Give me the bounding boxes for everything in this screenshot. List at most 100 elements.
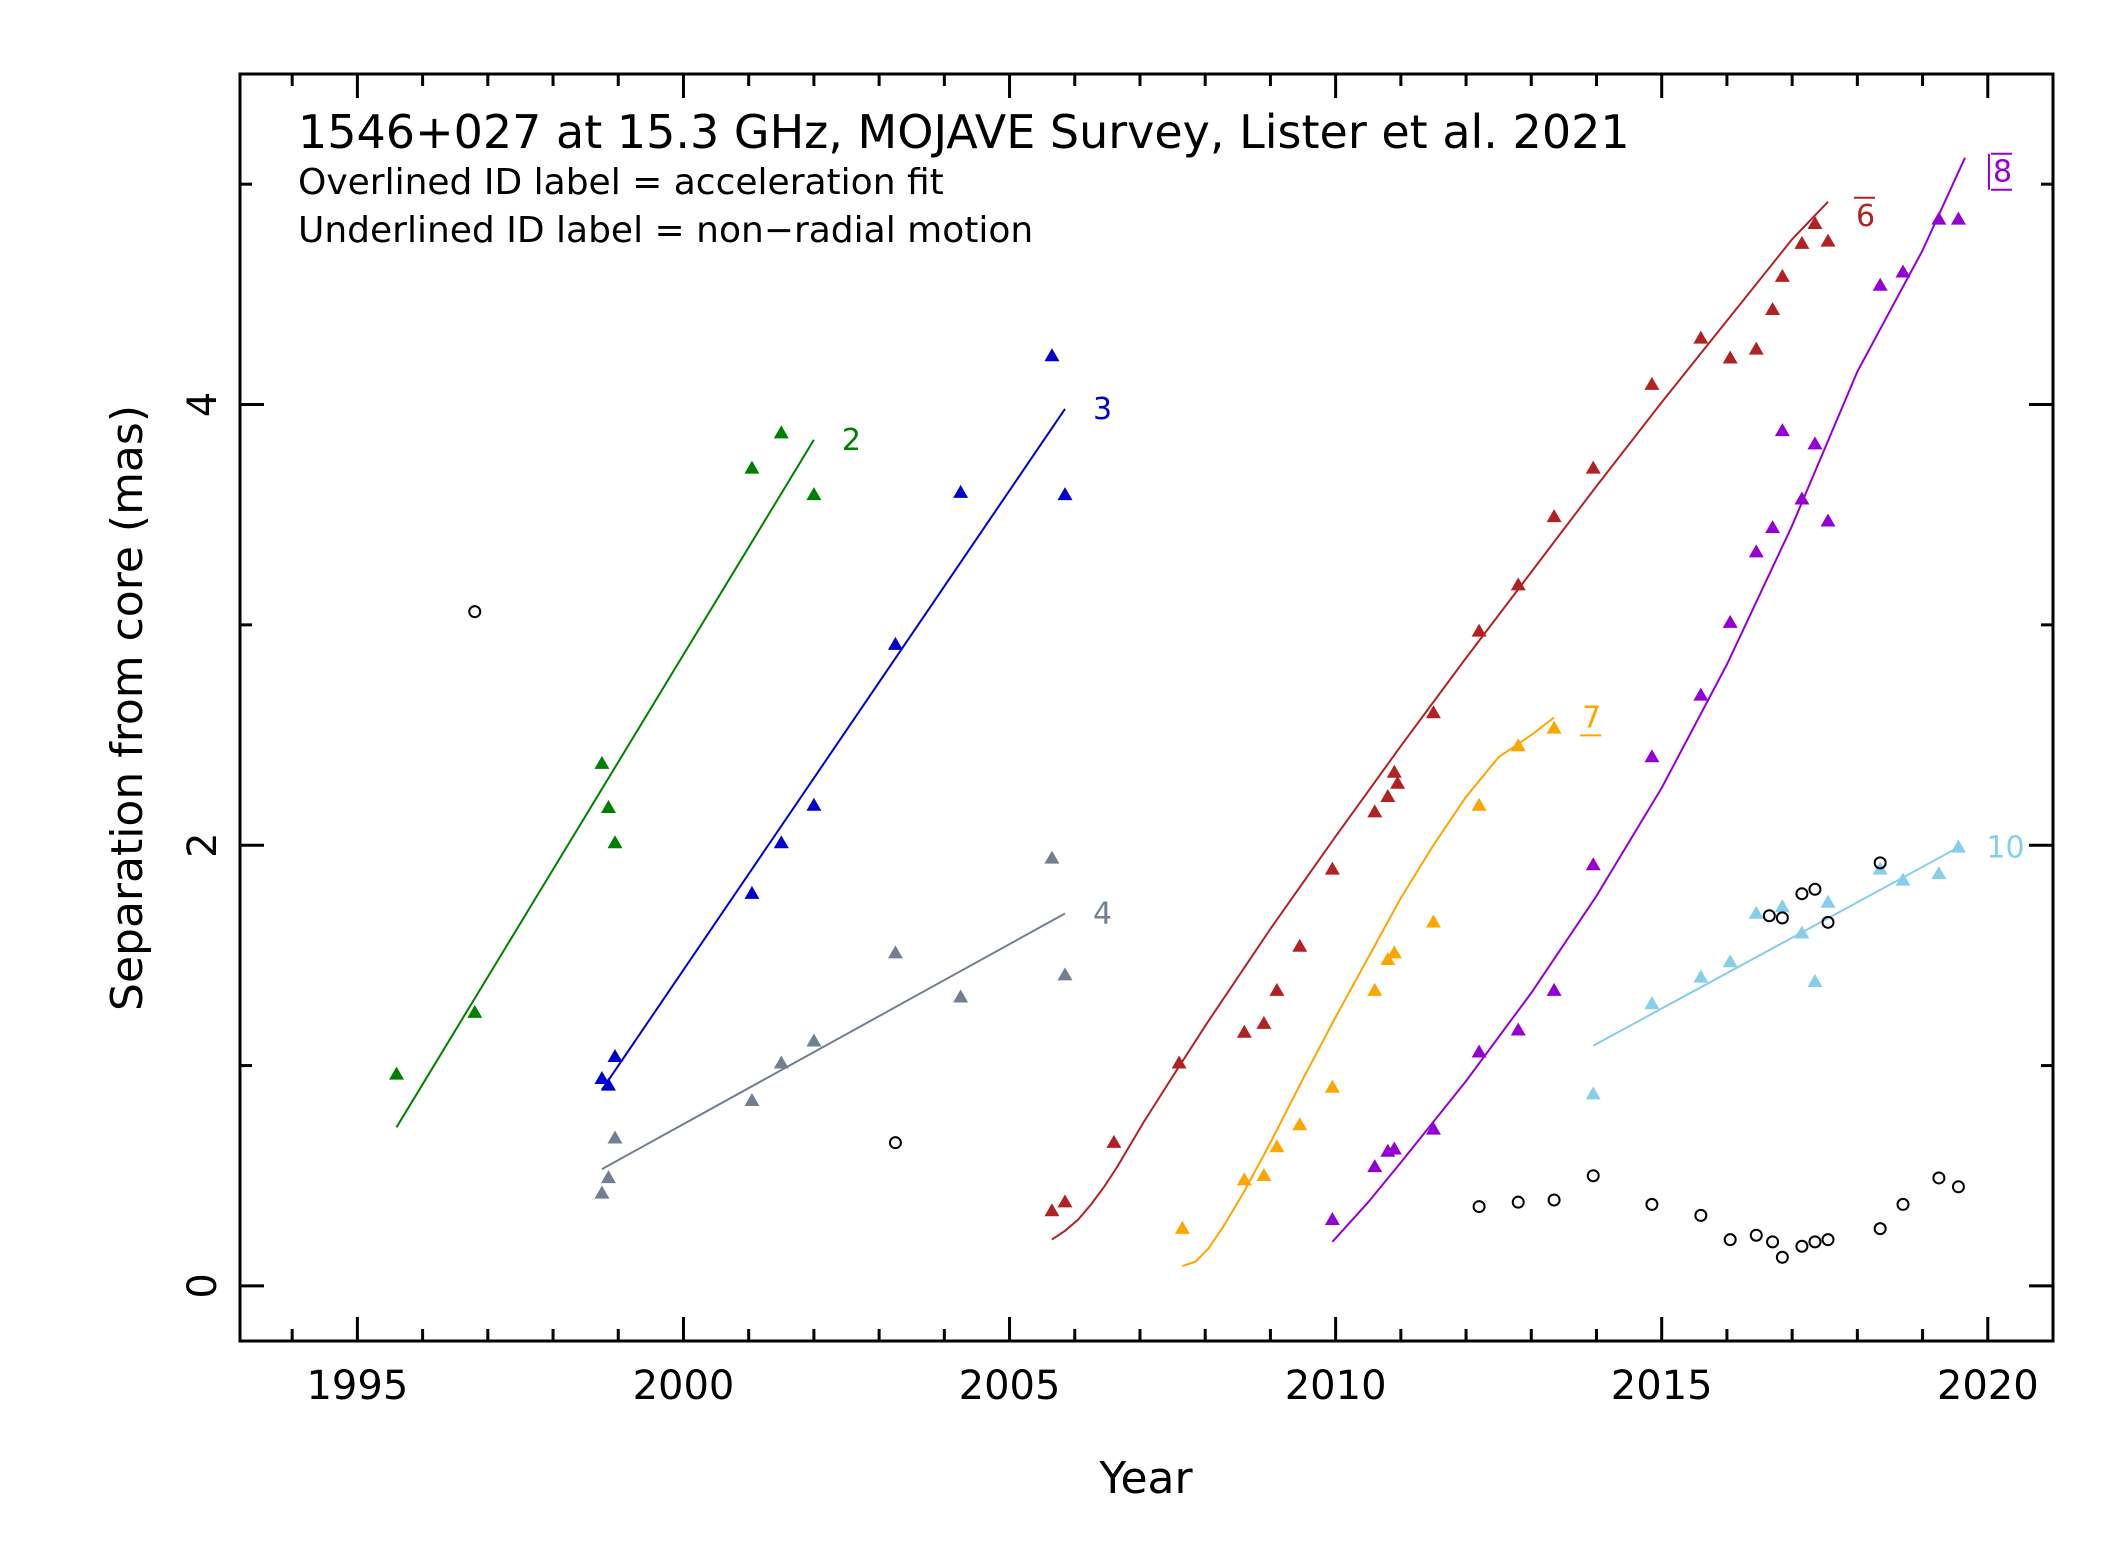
- data-point-component-6: [1256, 1015, 1272, 1029]
- data-point-unassigned: [1586, 1169, 1600, 1183]
- data-point-component-6: [1324, 861, 1340, 875]
- x-tick-label: 1995: [306, 1363, 408, 1409]
- data-point-component-8: [1386, 1141, 1402, 1155]
- data-point-component-2: [389, 1066, 405, 1080]
- data-point-unassigned: [1547, 1193, 1561, 1207]
- chart-subtitle-line-1: Overlined ID label = acceleration fit: [298, 162, 944, 203]
- data-point-component-6: [1471, 623, 1487, 637]
- data-point-component-6: [1057, 1194, 1073, 1208]
- data-point-component-2: [773, 425, 789, 439]
- data-point-component-7: [1256, 1167, 1272, 1181]
- data-point-component-6: [1269, 982, 1285, 996]
- fit-line-8: [1331, 157, 1966, 1243]
- data-point-component-3: [806, 797, 822, 811]
- data-point-component-4: [594, 1185, 610, 1199]
- data-point-unassigned: [1775, 911, 1789, 925]
- component-label-10: 10: [1986, 830, 2024, 865]
- x-tick-label: 2010: [1285, 1363, 1387, 1409]
- data-point-component-6: [1292, 938, 1308, 952]
- data-point-component-7: [1510, 738, 1526, 752]
- data-point-unassigned: [1808, 882, 1822, 896]
- data-point-component-4: [1044, 850, 1060, 864]
- data-point-unassigned: [1873, 856, 1887, 870]
- data-point-component-10: [1748, 905, 1764, 919]
- data-point-component-8: [1774, 423, 1790, 437]
- data-point-component-2: [744, 460, 760, 474]
- fit-line-3: [601, 408, 1066, 1091]
- data-point-component-6: [1722, 350, 1738, 364]
- data-point-component-3: [1057, 487, 1073, 501]
- x-tick-label: 2015: [1611, 1363, 1713, 1409]
- data-point-component-2: [600, 799, 616, 813]
- data-point-unassigned: [1511, 1195, 1525, 1209]
- data-point-component-6: [1390, 775, 1406, 789]
- data-point-component-8: [1931, 211, 1947, 225]
- data-point-component-6: [1820, 233, 1836, 247]
- fit-lines: [395, 157, 1966, 1268]
- data-point-component-3: [607, 1048, 623, 1062]
- data-point-component-8: [1807, 436, 1823, 450]
- data-point-component-10: [1895, 872, 1911, 886]
- data-point-component-6: [1794, 235, 1810, 249]
- data-point-component-4: [1057, 967, 1073, 981]
- data-point-component-7: [1471, 797, 1487, 811]
- data-point-component-4: [953, 989, 969, 1003]
- data-point-component-6: [1748, 341, 1764, 355]
- data-point-component-8: [1950, 211, 1966, 225]
- fit-line-2: [395, 439, 815, 1128]
- data-point-component-3: [953, 484, 969, 498]
- data-point-component-10: [1950, 839, 1966, 853]
- data-point-component-4: [773, 1055, 789, 1069]
- x-tick-label: 2000: [633, 1363, 735, 1409]
- data-point-component-10: [1693, 969, 1709, 983]
- data-point-component-8: [1693, 687, 1709, 701]
- data-point-component-6: [1425, 705, 1441, 719]
- data-point-component-2: [607, 835, 623, 849]
- fit-line-10: [1592, 846, 1959, 1047]
- data-point-component-6: [1546, 509, 1562, 523]
- data-point-unassigned: [1873, 1222, 1887, 1236]
- data-point-component-7: [1324, 1079, 1340, 1093]
- data-point-component-8: [1425, 1121, 1441, 1135]
- chart-title: 1546+027 at 15.3 GHz, MOJAVE Survey, Lis…: [298, 105, 1630, 159]
- data-point-component-10: [1931, 866, 1947, 880]
- data-point-component-6: [1774, 268, 1790, 282]
- data-point-component-8: [1367, 1159, 1383, 1173]
- data-point-component-7: [1386, 945, 1402, 959]
- data-point-component-4: [607, 1130, 623, 1144]
- data-point-component-3: [887, 636, 903, 650]
- data-point-component-10: [1807, 974, 1823, 988]
- data-point-component-6: [1510, 577, 1526, 591]
- x-tick-label: 2005: [959, 1363, 1061, 1409]
- data-point-component-8: [1820, 513, 1836, 527]
- data-point-component-8: [1748, 544, 1764, 558]
- data-point-component-2: [467, 1004, 483, 1018]
- data-points: [389, 211, 1966, 1264]
- data-point-unassigned: [1795, 1239, 1809, 1253]
- data-point-component-4: [744, 1093, 760, 1107]
- component-label-7: 7: [1582, 700, 1601, 735]
- data-point-component-10: [1820, 894, 1836, 908]
- data-point-component-7: [1546, 720, 1562, 734]
- data-point-unassigned: [1749, 1228, 1763, 1242]
- data-point-unassigned: [1821, 915, 1835, 929]
- data-point-unassigned: [1766, 1235, 1780, 1249]
- data-point-component-8: [1546, 982, 1562, 996]
- data-point-component-10: [1585, 1086, 1601, 1100]
- y-tick-label: 4: [180, 392, 226, 417]
- data-point-component-3: [600, 1077, 616, 1091]
- data-point-component-8: [1722, 614, 1738, 628]
- component-label-2: 2: [842, 423, 861, 458]
- data-point-unassigned: [1723, 1233, 1737, 1247]
- chart-subtitle-line-2: Underlined ID label = non−radial motion: [298, 210, 1033, 251]
- data-point-component-2: [806, 487, 822, 501]
- x-axis-title: Year: [1098, 1453, 1193, 1504]
- data-point-component-6: [1807, 216, 1823, 230]
- data-point-component-6: [1380, 788, 1396, 802]
- data-point-component-3: [1044, 348, 1060, 362]
- y-tick-label: 2: [180, 832, 226, 857]
- data-point-component-3: [773, 835, 789, 849]
- data-point-component-7: [1367, 982, 1383, 996]
- data-point-component-7: [1425, 914, 1441, 928]
